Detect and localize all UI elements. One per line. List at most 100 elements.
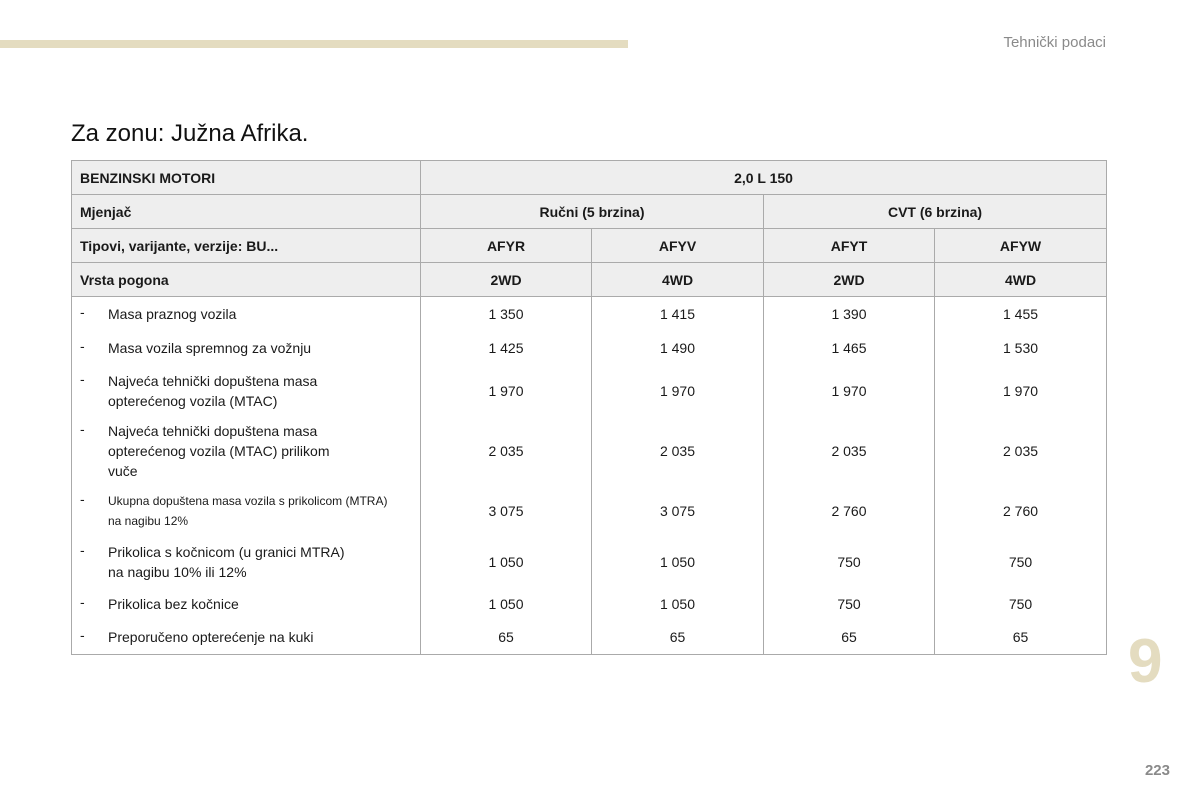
drive-label: Vrsta pogona [71,262,421,297]
table-cell: 1 970 [763,364,935,417]
table-cell: 1 970 [420,364,592,417]
table-cell: 1 350 [420,296,592,331]
type-code: AFYR [420,228,592,263]
row-label-line: Prikolica s kočnicom (u granici MTRA) [108,543,345,560]
table-cell: 1 455 [933,296,1108,331]
table-cell: 1 050 [591,586,764,621]
bullet-dash: - [80,490,85,507]
header-accent-bar [0,40,628,48]
row-label: - Prikolica s kočnicom (u granici MTRA) na… [71,536,421,587]
row-label-line: Prikolica bez kočnice [108,595,239,612]
table-row: - Najveća tehnički dopuštena masa optereće… [71,416,1108,485]
types-row: Tipovi, varijante, verzije: BU... AFYR A… [71,228,1108,263]
bullet-dash: - [80,370,85,387]
drive-type: 2WD [763,262,935,297]
type-code: AFYW [933,228,1108,263]
engine-value: 2,0 L 150 [419,160,1108,195]
table-cell: 750 [763,586,935,621]
row-label-text: Ukupna dopuštena masa vozila s prikolico… [108,491,387,531]
type-code: AFYV [591,228,764,263]
drive-type: 2WD [420,262,592,297]
row-label-line: na nagibu 12% [108,513,189,528]
row-label: - Masa vozila spremnog za vožnju [71,330,421,365]
engine-row: BENZINSKI MOTORI 2,0 L 150 [71,160,1108,195]
row-label-text: Masa praznog vozila [108,304,236,324]
table-row: - Najveća tehnički dopuštena masa optereće… [71,364,1108,417]
type-code: AFYT [763,228,935,263]
bullet-dash: - [80,337,85,354]
table-cell: 65 [763,620,935,655]
table-cell: 65 [591,620,764,655]
row-label: - Ukupna dopuštena masa vozila s prikolic… [71,484,421,537]
row-label-line: opterećenog vozila (MTAC) [108,392,278,409]
row-label-line: Masa praznog vozila [108,305,237,322]
row-label-line: Masa vozila spremnog za vožnju [108,339,312,356]
bullet-dash: - [80,593,85,610]
row-label-text: Najveća tehnički dopuštena masa opterećen… [108,421,329,481]
table-cell: 750 [933,536,1108,587]
table-cell: 2 035 [591,416,764,485]
table-cell: 750 [763,536,935,587]
table-cell: 1 530 [933,330,1108,365]
table-cell: 2 035 [933,416,1108,485]
engine-label: BENZINSKI MOTORI [71,160,421,195]
table-cell: 2 035 [763,416,935,485]
table-cell: 1 425 [420,330,592,365]
table-cell: 1 415 [591,296,764,331]
table-cell: 2 760 [933,484,1108,537]
row-label-line: opterećenog vozila (MTAC) prilikom [108,442,330,459]
drive-type: 4WD [933,262,1108,297]
bullet-dash: - [80,541,85,558]
chapter-number: 9 [1128,627,1163,696]
types-label: Tipovi, varijante, verzije: BU... [71,228,421,263]
table-row: - Prikolica bez kočnice 1 050 1 050 750 7… [71,586,1108,621]
page-title: Za zonu: Južna Afrika. [71,120,309,147]
table-cell: 1 390 [763,296,935,331]
row-label-text: Prikolica s kočnicom (u granici MTRA) na … [108,542,345,582]
table-row: - Masa praznog vozila 1 350 1 415 1 390 1… [71,296,1108,331]
table-cell: 1 050 [591,536,764,587]
table-cell: 3 075 [591,484,764,537]
table-cell: 1 970 [933,364,1108,417]
table-cell: 3 075 [420,484,592,537]
row-label-line: vuče [108,462,138,479]
technical-data-table: BENZINSKI MOTORI 2,0 L 150 Mjenjač Ručni… [71,160,1108,655]
bullet-dash: - [80,420,85,437]
bullet-dash: - [80,627,85,644]
row-label: - Najveća tehnički dopuštena masa optereće… [71,364,421,417]
row-label: - Prikolica bez kočnice [71,586,421,621]
row-label-line: Preporučeno opterećenje na kuki [108,629,314,646]
row-label: - Masa praznog vozila [71,296,421,331]
row-label-line: Najveća tehnički dopuštena masa [108,372,318,389]
page-number: 223 [1144,762,1170,779]
table-cell: 1 465 [763,330,935,365]
table-cell: 2 760 [763,484,935,537]
gearbox-label: Mjenjač [71,194,421,229]
table-cell: 2 035 [420,416,592,485]
table-cell: 1 490 [591,330,764,365]
row-label-text: Preporučeno opterećenje na kuki [108,627,313,647]
gearbox-row: Mjenjač Ručni (5 brzina) CVT (6 brzina) [71,194,1108,229]
table-cell: 1 050 [420,586,592,621]
chapter-heading: Tehnički podaci [1003,34,1106,51]
drive-type: 4WD [591,262,764,297]
row-label: - Najveća tehnički dopuštena masa optereće… [71,416,421,485]
row-label: - Preporučeno opterećenje na kuki [71,620,421,655]
table-row: - Ukupna dopuštena masa vozila s prikolic… [71,484,1108,537]
gearbox-cvt: CVT (6 brzina) [762,194,1108,229]
row-label-line: Najveća tehnički dopuštena masa [108,422,318,439]
table-row: - Masa vozila spremnog za vožnju 1 425 1 … [71,330,1108,365]
table-cell: 750 [933,586,1108,621]
table-row: - Prikolica s kočnicom (u granici MTRA) na… [71,536,1108,587]
table-cell: 65 [420,620,592,655]
table-cell: 1 970 [591,364,764,417]
row-label-text: Najveća tehnički dopuštena masa opterećen… [108,371,317,411]
gearbox-manual: Ručni (5 brzina) [420,194,764,229]
row-label-line: na nagibu 10% ili 12% [108,563,247,580]
row-label-text: Prikolica bez kočnice [108,594,239,614]
table-cell: 65 [933,620,1108,655]
table-row: - Preporučeno opterećenje na kuki 65 65 6… [71,620,1108,655]
row-label-text: Masa vozila spremnog za vožnju [108,338,311,358]
row-label-line: Ukupna dopuštena masa vozila s prikolico… [108,493,388,508]
table-cell: 1 050 [420,536,592,587]
